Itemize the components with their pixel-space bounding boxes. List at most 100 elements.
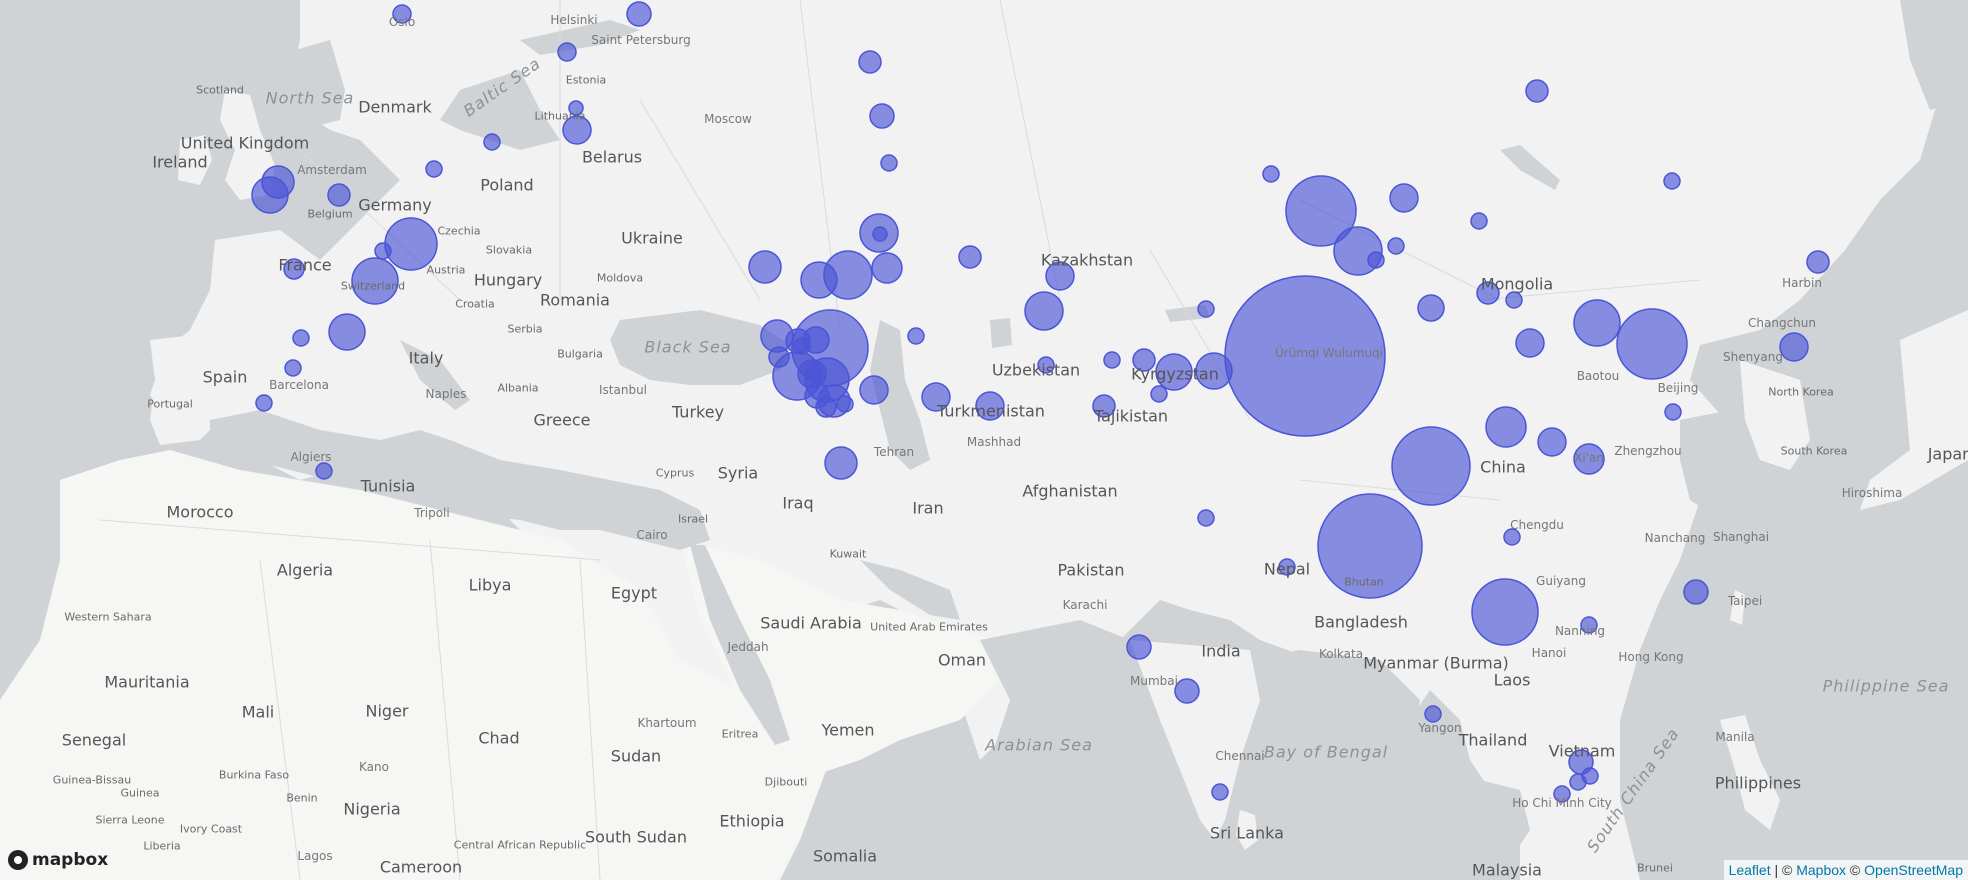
bubble-marker[interactable] xyxy=(483,133,501,151)
water-red-sea xyxy=(690,545,790,745)
land-africa xyxy=(0,450,860,880)
bubble-marker[interactable] xyxy=(384,217,438,271)
bubble-marker[interactable] xyxy=(283,258,305,280)
water-north-sea xyxy=(260,40,345,130)
bubble-marker[interactable] xyxy=(328,313,366,351)
water-baltic xyxy=(440,70,560,150)
land-iberia xyxy=(150,330,260,445)
water-bay-bengal xyxy=(1230,650,1420,880)
bubble-marker[interactable] xyxy=(351,257,399,305)
bubble-marker[interactable] xyxy=(1317,493,1423,599)
water-black-sea xyxy=(610,310,790,385)
bubble-marker[interactable] xyxy=(836,395,854,413)
bubble-marker[interactable] xyxy=(562,115,592,145)
bubble-marker[interactable] xyxy=(748,250,782,284)
bubble-marker[interactable] xyxy=(1092,394,1116,418)
bubble-marker[interactable] xyxy=(1683,579,1709,605)
bubble-marker[interactable] xyxy=(921,382,951,412)
bubble-marker[interactable] xyxy=(1132,348,1156,372)
bubble-marker[interactable] xyxy=(1387,237,1405,255)
bubble-marker[interactable] xyxy=(251,176,289,214)
bubble-marker[interactable] xyxy=(1197,509,1215,527)
bubble-marker[interactable] xyxy=(425,160,443,178)
bubble-marker[interactable] xyxy=(392,4,412,24)
bubble-marker[interactable] xyxy=(1573,443,1605,475)
bubble-marker[interactable] xyxy=(1424,705,1442,723)
bubble-marker[interactable] xyxy=(568,100,584,116)
leaflet-link[interactable]: Leaflet xyxy=(1728,862,1771,878)
bubble-marker[interactable] xyxy=(1391,426,1471,506)
bubble-marker[interactable] xyxy=(1505,291,1523,309)
bubble-marker[interactable] xyxy=(1367,251,1385,269)
land-sri-lanka xyxy=(1236,810,1258,850)
bubble-marker[interactable] xyxy=(1150,385,1168,403)
bubble-marker[interactable] xyxy=(1037,356,1055,374)
bubble-marker[interactable] xyxy=(1664,403,1682,421)
bubble-marker[interactable] xyxy=(284,359,302,377)
bubble-marker[interactable] xyxy=(1806,250,1830,274)
bubble-marker[interactable] xyxy=(1471,578,1539,646)
bubble-marker[interactable] xyxy=(1573,299,1621,347)
bubble-marker[interactable] xyxy=(1045,261,1075,291)
mapbox-link[interactable]: Mapbox xyxy=(1796,862,1847,878)
bubble-marker[interactable] xyxy=(1155,353,1193,391)
water-gulf-thailand xyxy=(1480,780,1530,860)
bubble-marker[interactable] xyxy=(1103,351,1121,369)
bubble-layer xyxy=(251,1,1830,803)
bubble-marker[interactable] xyxy=(1569,773,1587,791)
bubble-marker[interactable] xyxy=(1417,294,1445,322)
bubble-marker[interactable] xyxy=(1174,678,1200,704)
bubble-marker[interactable] xyxy=(1663,172,1681,190)
bubble-marker[interactable] xyxy=(1262,165,1280,183)
land-uk xyxy=(220,90,275,200)
mapbox-logo-icon xyxy=(8,850,28,870)
bubble-marker[interactable] xyxy=(1278,558,1296,576)
bubble-marker[interactable] xyxy=(1779,332,1809,362)
bubble-marker[interactable] xyxy=(1616,308,1688,380)
bubble-marker[interactable] xyxy=(1211,783,1229,801)
bubble-marker[interactable] xyxy=(374,242,392,260)
attribution: Leaflet | © Mapbox © OpenStreetMap xyxy=(1723,860,1968,880)
bubble-marker[interactable] xyxy=(880,154,898,172)
bubble-marker[interactable] xyxy=(858,50,882,74)
attribution-sep-1: | © xyxy=(1770,862,1797,878)
bubble-marker[interactable] xyxy=(315,462,333,480)
bubble-marker[interactable] xyxy=(1553,785,1571,803)
bubble-marker[interactable] xyxy=(255,394,273,412)
bubble-marker[interactable] xyxy=(1503,528,1521,546)
bubble-marker[interactable] xyxy=(1476,281,1500,305)
bubble-marker[interactable] xyxy=(859,375,889,405)
openstreetmap-link[interactable]: OpenStreetMap xyxy=(1864,862,1963,878)
bubble-marker[interactable] xyxy=(1024,291,1064,331)
bubble-marker[interactable] xyxy=(1126,634,1152,660)
bubble-marker[interactable] xyxy=(907,327,925,345)
water-okhotsk xyxy=(1900,0,1968,110)
bubble-marker[interactable] xyxy=(557,42,577,62)
bubble-marker[interactable] xyxy=(1525,79,1549,103)
bubble-marker[interactable] xyxy=(872,226,888,242)
bubble-marker[interactable] xyxy=(1515,328,1545,358)
bubble-marker[interactable] xyxy=(1580,616,1598,634)
bubble-marker[interactable] xyxy=(1224,275,1386,437)
bubble-marker[interactable] xyxy=(823,250,873,300)
mapbox-logo[interactable]: mapbox xyxy=(8,850,108,870)
land-philippines xyxy=(1720,715,1780,830)
bubble-marker[interactable] xyxy=(815,396,837,418)
bubble-marker[interactable] xyxy=(871,252,903,284)
bubble-marker[interactable] xyxy=(824,446,858,480)
bubble-marker[interactable] xyxy=(292,329,310,347)
bubble-marker[interactable] xyxy=(958,245,982,269)
bubble-marker[interactable] xyxy=(1537,427,1567,457)
bubble-marker[interactable] xyxy=(975,391,1005,421)
bubble-marker[interactable] xyxy=(1197,300,1215,318)
land-hainan xyxy=(1590,690,1612,710)
bubble-marker[interactable] xyxy=(869,103,895,129)
land-japan xyxy=(1860,310,1968,510)
bubble-marker[interactable] xyxy=(327,183,351,207)
bubble-marker[interactable] xyxy=(1485,406,1527,448)
bubble-marker[interactable] xyxy=(1470,212,1488,230)
bubble-marker[interactable] xyxy=(1389,183,1419,213)
bubble-marker[interactable] xyxy=(626,1,652,27)
bubble-marker[interactable] xyxy=(1285,175,1357,247)
